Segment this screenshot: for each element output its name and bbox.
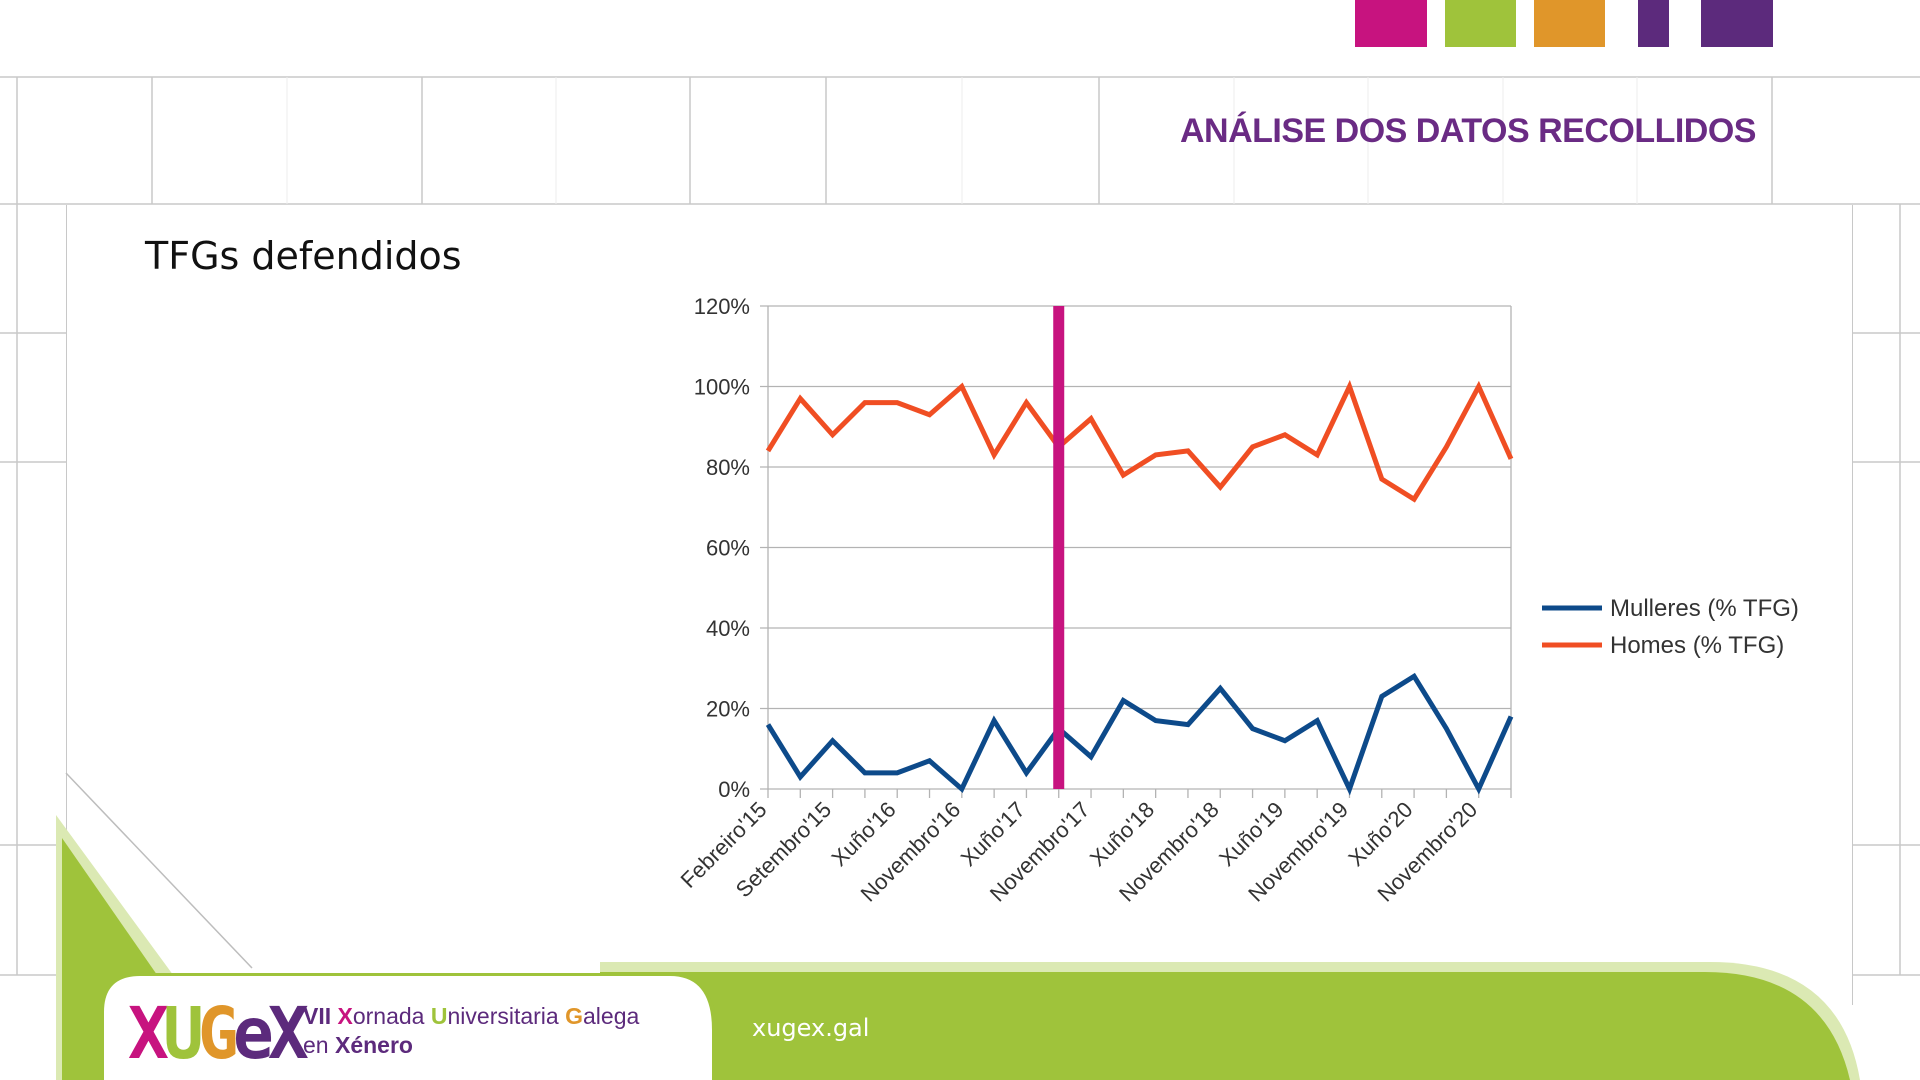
brand-square-purple (1701, 0, 1773, 47)
y-tick-label: 40% (706, 616, 750, 641)
website-link[interactable]: xugex.gal (752, 1014, 870, 1042)
logo-letter: X (267, 993, 309, 1076)
y-tick-label: 60% (706, 536, 750, 561)
event-text: alega (583, 1003, 640, 1029)
footer-card (104, 976, 712, 1080)
y-tick-label: 80% (706, 455, 750, 480)
event-text: X (337, 1003, 353, 1029)
brand-square-purple-small (1638, 0, 1669, 47)
event-text: VII (303, 1003, 338, 1029)
legend-label: Mulleres (% TFG) (1610, 595, 1799, 622)
event-text: en (303, 1032, 335, 1058)
chart-legend: Mulleres (% TFG) Homes (% TFG) (1542, 595, 1799, 659)
footer-band (600, 972, 1850, 1080)
event-text: ornada (352, 1003, 431, 1029)
brand-square-orange (1534, 0, 1605, 47)
event-text: G (565, 1003, 583, 1029)
section-title: ANÁLISE DOS DATOS RECOLLIDOS (1179, 112, 1757, 150)
legend-label: Homes (% TFG) (1610, 632, 1784, 659)
logo-letter: G (197, 993, 239, 1076)
event-text: niversitaria (447, 1003, 566, 1029)
brand-square-magenta (1355, 0, 1427, 47)
chart-gridlines (760, 305, 1512, 798)
content-panel (66, 205, 1853, 1005)
logo-letter: e (232, 993, 274, 1076)
logo-letter: X (128, 993, 169, 1076)
event-name-line2: en Xénero (303, 1031, 639, 1060)
logo-letter: U (162, 993, 204, 1076)
chart-y-axis-labels: 0% 20% 40% 60% 80% 100% 120% (694, 294, 750, 802)
y-tick-label: 20% (706, 697, 750, 722)
event-name-line1: VII Xornada Universitaria Galega (303, 1002, 639, 1031)
xugex-logo: XUGeX (128, 998, 309, 1072)
event-name: VII Xornada Universitaria Galega en Xéne… (303, 1002, 639, 1060)
chart-series (765, 379, 1514, 796)
y-tick-label: 0% (718, 777, 750, 802)
event-text: U (430, 1003, 448, 1029)
y-tick-label: 120% (694, 294, 750, 319)
series-line (765, 379, 1514, 503)
slide-title: TFGs defendidos (145, 234, 462, 278)
series-line (765, 672, 1514, 796)
footer-diagonal (65, 772, 253, 969)
brand-square-green (1445, 0, 1516, 47)
brand-squares (0, 0, 1920, 47)
event-text: Xénero (334, 1032, 413, 1058)
y-tick-label: 100% (694, 375, 750, 400)
